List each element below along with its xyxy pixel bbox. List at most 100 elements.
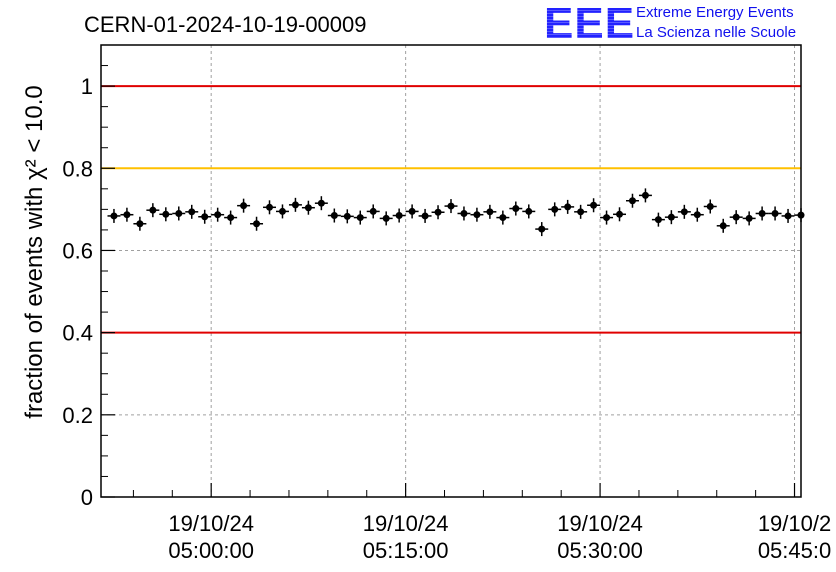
data-point: [237, 198, 251, 213]
eee-logo-line2: La Scienza nelle Scuole: [636, 24, 797, 41]
y-tick-label: 0.4: [62, 321, 93, 346]
marker: [266, 203, 274, 211]
data-point: [483, 204, 497, 219]
data-point: [250, 216, 264, 231]
x-tick-label-date: 19/10/24: [363, 511, 449, 536]
marker: [499, 214, 507, 222]
marker: [628, 197, 636, 205]
data-point: [366, 204, 380, 219]
marker: [538, 225, 546, 233]
data-point: [327, 208, 341, 223]
marker: [395, 212, 403, 220]
marker: [473, 211, 481, 219]
data-point: [379, 211, 393, 226]
data-point: [405, 204, 419, 219]
data-point: [574, 204, 588, 219]
marker: [110, 212, 118, 220]
marker: [447, 202, 455, 210]
marker: [564, 203, 572, 211]
marker: [201, 213, 209, 221]
data-point: [703, 199, 717, 214]
data-point: [587, 198, 601, 213]
marker: [654, 216, 662, 224]
x-tick-label-time: 05:30:00: [557, 538, 643, 563]
marker: [214, 211, 222, 219]
data-point: [600, 210, 614, 225]
marker: [317, 199, 325, 207]
marker: [758, 209, 766, 217]
data-point: [198, 209, 212, 224]
data-point: [638, 188, 652, 203]
marker: [343, 212, 351, 220]
data-point: [133, 216, 147, 231]
marker: [693, 211, 701, 219]
data-point: [120, 207, 134, 222]
data-point: [185, 204, 199, 219]
marker: [188, 208, 196, 216]
x-tick-label-time: 05:15:00: [363, 538, 449, 563]
x-tick-label-date: 19/10/24: [557, 511, 643, 536]
data-point: [288, 197, 302, 212]
marker: [784, 212, 792, 220]
marker: [408, 207, 416, 215]
marker: [227, 214, 235, 222]
marker: [253, 220, 261, 228]
data-point: [431, 205, 445, 220]
data-point: [742, 211, 756, 226]
reference-lines: [101, 85, 801, 334]
marker: [369, 207, 377, 215]
data-point: [613, 207, 626, 222]
data-point: [781, 208, 795, 223]
data-point: [677, 204, 691, 219]
marker: [149, 206, 157, 214]
data-point: [418, 208, 432, 223]
marker: [706, 202, 714, 210]
eee-logo-line1: Extreme Energy Events: [636, 4, 794, 21]
marker: [641, 191, 649, 199]
y-tick-label: 0: [81, 485, 93, 510]
marker: [486, 208, 494, 216]
data-point: [263, 200, 276, 215]
data-point: [496, 210, 510, 225]
axis-ticks: [101, 65, 796, 498]
grid-layer: [101, 45, 801, 497]
marker: [680, 208, 688, 216]
data-point: [716, 218, 730, 233]
data-point: [755, 206, 769, 221]
data-point: [729, 210, 743, 225]
marker: [616, 210, 624, 218]
data-point: [211, 207, 225, 222]
x-tick-label-date: 19/10/24: [168, 511, 254, 536]
marker: [745, 214, 753, 222]
data-point: [444, 199, 458, 214]
marker: [162, 210, 170, 218]
data-point: [522, 204, 536, 219]
marker: [434, 208, 442, 216]
marker: [123, 211, 131, 219]
data-point: [276, 204, 289, 219]
data-point: [301, 200, 315, 215]
data-point: [224, 210, 238, 225]
data-point: [159, 207, 173, 222]
data-point: [651, 212, 665, 227]
marker: [590, 201, 598, 209]
marker: [460, 209, 468, 217]
y-tick-label: 1: [81, 74, 93, 99]
data-point: [535, 222, 549, 237]
marker: [512, 205, 520, 213]
data-point: [172, 206, 186, 221]
axis-labels: 19/10/2405:00:0019/10/2405:15:0019/10/24…: [62, 74, 831, 563]
y-tick-label: 0.2: [62, 403, 93, 428]
data-point: [353, 210, 367, 225]
data-point: [561, 199, 575, 214]
marker: [278, 207, 286, 215]
y-axis-title: fraction of events with χ² < 10.0: [21, 85, 48, 418]
marker: [603, 214, 611, 222]
data-point: [509, 201, 523, 216]
data-point: [548, 202, 562, 217]
marker: [175, 209, 183, 217]
eee-logo-mark: EEE: [544, 0, 636, 48]
data-point: [146, 203, 160, 218]
data-point: [392, 208, 406, 223]
marker: [291, 201, 299, 209]
